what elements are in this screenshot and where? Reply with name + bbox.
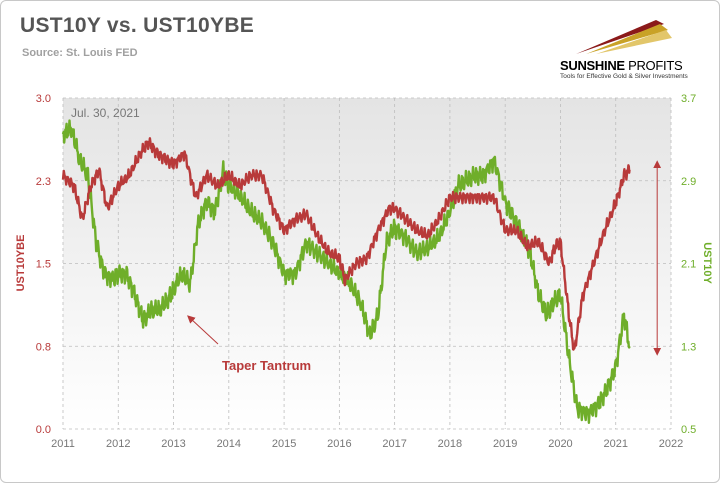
right-tick-label: 1.3 bbox=[681, 341, 696, 353]
sunshine-logo-icon bbox=[576, 20, 672, 54]
logo-tagline: Tools for Effective Gold & Silver Invest… bbox=[560, 73, 688, 80]
right-tick-label: 3.7 bbox=[681, 93, 696, 105]
x-tick-label: 2011 bbox=[51, 438, 75, 450]
x-tick-label: 2020 bbox=[548, 438, 572, 450]
series-lines bbox=[61, 119, 631, 424]
right-tick-label: 2.1 bbox=[681, 259, 696, 271]
taper-tantrum-label: Taper Tantrum bbox=[222, 358, 311, 373]
x-tick-label: 2019 bbox=[493, 438, 517, 450]
left-tick-label: 1.5 bbox=[36, 259, 51, 271]
left-tick-label: 2.3 bbox=[36, 176, 51, 188]
x-tick-label: 2015 bbox=[272, 438, 296, 450]
x-tick-label: 2016 bbox=[327, 438, 351, 450]
source-note: Source: St. Louis FED bbox=[22, 47, 138, 59]
left-axis-label: UST10YBE bbox=[15, 235, 27, 292]
right-axis-label: UST10Y bbox=[701, 242, 713, 284]
sunshine-profits-logo: SUNSHINE PROFITS Tools for Effective Gol… bbox=[556, 14, 716, 84]
left-axis-ticks: 0.0 0.8 1.5 2.3 3.0 bbox=[36, 93, 51, 436]
left-tick-label: 0.0 bbox=[36, 424, 51, 436]
x-tick-label: 2017 bbox=[382, 438, 406, 450]
x-tick-label: 2012 bbox=[106, 438, 130, 450]
taper-tantrum-arrow bbox=[187, 315, 219, 345]
series-line-ust10ybe bbox=[61, 137, 631, 351]
right-axis-ticks: 0.5 1.3 2.1 2.9 3.7 bbox=[681, 93, 696, 436]
grid-lines bbox=[62, 97, 672, 430]
x-tick-label: 2014 bbox=[217, 438, 241, 450]
logo-name: SUNSHINE PROFITS bbox=[560, 58, 683, 73]
chart-title: UST10Y vs. UST10YBE bbox=[20, 14, 255, 37]
x-tick-label: 2018 bbox=[438, 438, 462, 450]
x-tick-label: 2022 bbox=[659, 438, 683, 450]
right-tick-label: 0.5 bbox=[681, 424, 696, 436]
right-tick-label: 2.9 bbox=[681, 176, 696, 188]
left-tick-label: 3.0 bbox=[36, 93, 51, 105]
x-tick-label: 2013 bbox=[161, 438, 185, 450]
date-label: Jul. 30, 2021 bbox=[71, 106, 140, 120]
x-tick-label: 2021 bbox=[603, 438, 627, 450]
x-axis-ticks: 2011 2012 2013 2014 2015 2016 2017 2018 2019 2020… bbox=[51, 438, 683, 450]
left-tick-label: 0.8 bbox=[36, 341, 51, 353]
